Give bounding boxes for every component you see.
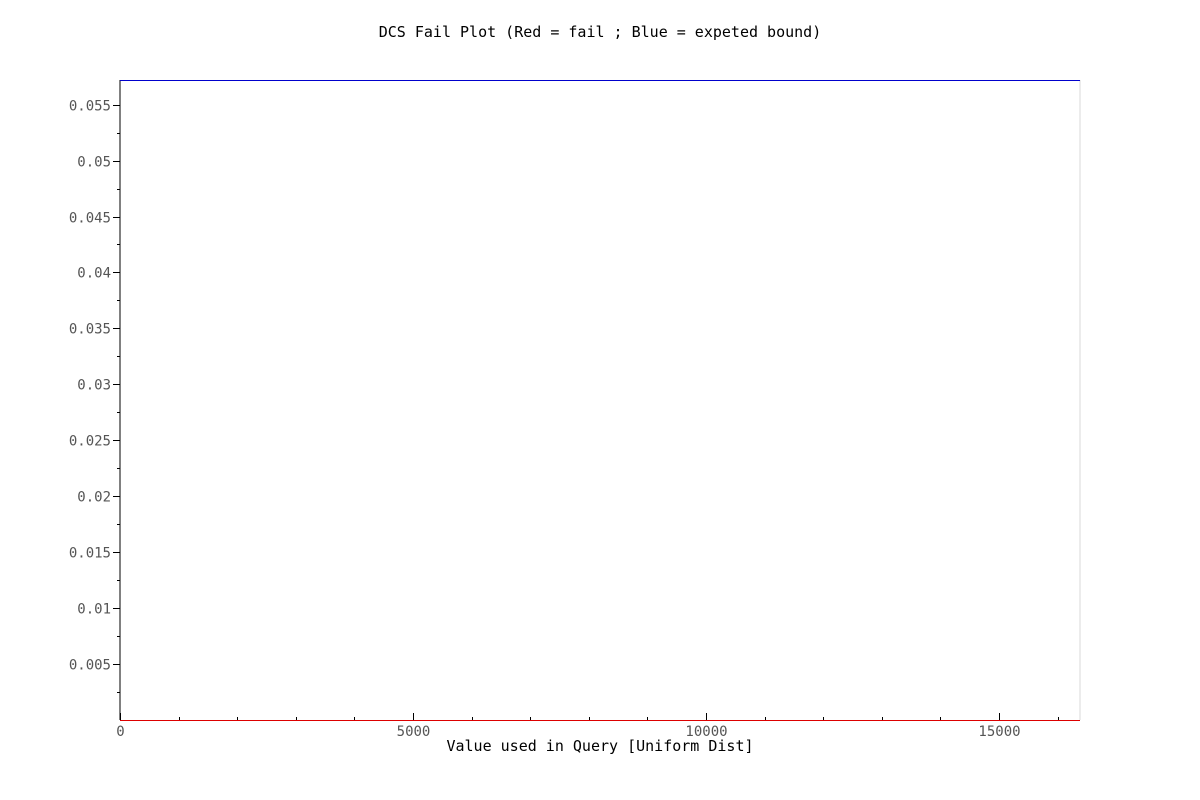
y-tick-label: 0.04: [77, 266, 111, 282]
x-axis: 0 5000 10000 15000: [116, 713, 1059, 740]
y-tick-label: 0.025: [69, 434, 111, 450]
y-tick-label: 0.035: [69, 322, 111, 338]
y-tick-label: 0.005: [69, 658, 111, 674]
x-axis-label: Value used in Query [Uniform Dist]: [446, 737, 753, 755]
y-tick-label: 0.045: [69, 211, 111, 227]
series-layer: [120, 80, 1080, 721]
x-tick-label: 15000: [978, 724, 1020, 740]
y-tick-label: 0.03: [77, 378, 111, 394]
y-tick-label: 0.01: [77, 602, 111, 618]
y-tick-label: 0.055: [69, 99, 111, 115]
y-tick-label: 0.02: [77, 490, 111, 506]
y-axis: 0.005 0.01 0.015 0.02 0.025 0.03 0.035 0.04 0.04…: [69, 99, 120, 693]
x-tick-label: 5000: [397, 724, 431, 740]
chart-title: DCS Fail Plot (Red = fail ; Blue = expet…: [379, 23, 822, 41]
y-tick-label: 0.015: [69, 546, 111, 562]
x-tick-label: 10000: [685, 724, 727, 740]
y-tick-label: 0.05: [77, 155, 111, 171]
x-tick-label: 0: [116, 724, 124, 740]
plot-frame: [119, 80, 1081, 720]
